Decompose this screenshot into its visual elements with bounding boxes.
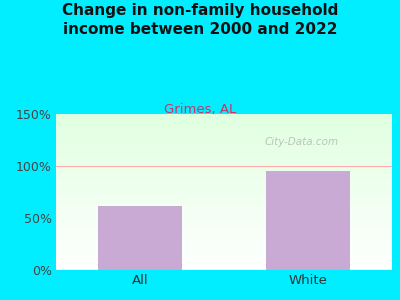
Text: City-Data.com: City-Data.com — [264, 137, 338, 147]
Text: Change in non-family household
income between 2000 and 2022: Change in non-family household income be… — [62, 3, 338, 37]
Bar — [266, 171, 350, 270]
Bar — [98, 206, 182, 270]
Text: Grimes, AL: Grimes, AL — [164, 103, 236, 116]
